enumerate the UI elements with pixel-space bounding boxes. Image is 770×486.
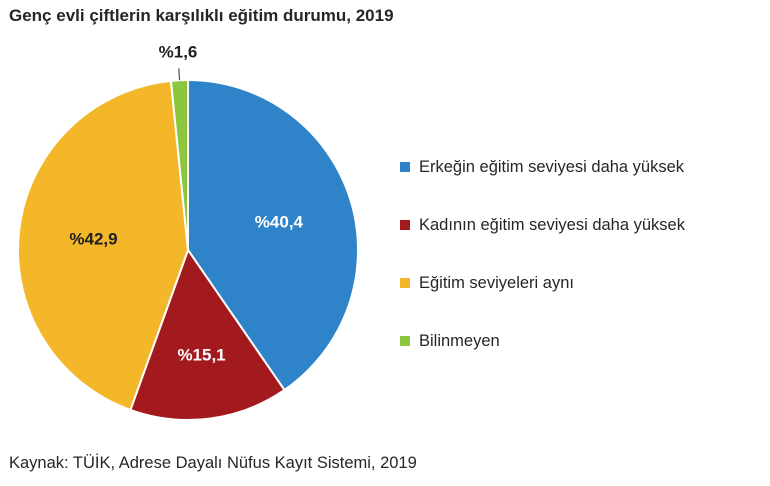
- data-label: %40,4: [255, 213, 304, 232]
- legend-item: Eğitim seviyeleri aynı: [400, 254, 760, 312]
- pie-slice: [17, 79, 190, 412]
- legend-item: Kadının eğitim seviyesi daha yüksek: [400, 196, 760, 254]
- legend-label: Erkeğin eğitim seviyesi daha yüksek: [419, 157, 685, 176]
- data-label: %1,6: [159, 42, 198, 61]
- legend-label: Eğitim seviyeleri aynı: [419, 273, 574, 292]
- data-label: %15,1: [177, 346, 225, 365]
- legend-swatch: [400, 278, 410, 288]
- legend-item: Bilinmeyen: [400, 312, 760, 370]
- pie-chart: %40,4 %15,1 %42,9 %1,6: [17, 42, 359, 421]
- legend-label: Bilinmeyen: [419, 331, 500, 350]
- legend-swatch: [400, 162, 410, 172]
- legend-item: Erkeğin eğitim seviyesi daha yüksek: [400, 138, 760, 196]
- chart-title: Genç evli çiftlerin karşılıklı eğitim du…: [9, 6, 394, 25]
- pie-slice: [129, 247, 286, 421]
- legend-label: Kadının eğitim seviyesi daha yüksek: [419, 215, 685, 234]
- leader-line: [178, 68, 180, 81]
- legend: Erkeğin eğitim seviyesi daha yüksek Kadı…: [400, 138, 760, 370]
- source-note: Kaynak: TÜİK, Adrese Dayalı Nüfus Kayıt …: [9, 454, 417, 472]
- legend-swatch: [400, 336, 410, 346]
- pie-slice: [169, 78, 189, 251]
- legend-swatch: [400, 220, 410, 230]
- data-label: %42,9: [69, 229, 117, 248]
- pie-slice: [187, 78, 359, 392]
